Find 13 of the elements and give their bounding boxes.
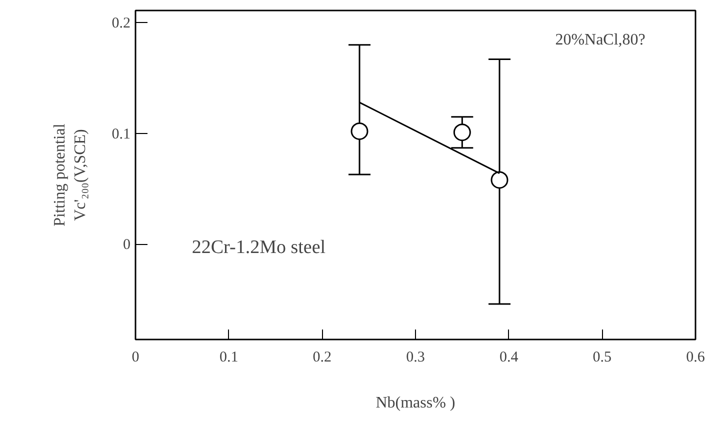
y-tick-label: 0.2	[112, 16, 130, 32]
x-tick-label: 0.1	[219, 350, 238, 366]
annotation: 20%NaCl,80?	[555, 32, 646, 49]
x-tick-label: 0.6	[686, 350, 706, 366]
x-tick-label: 0.3	[406, 350, 425, 366]
x-tick-label: 0.2	[312, 350, 332, 366]
annotation: 22Cr-1.2Mo steel	[192, 236, 326, 258]
x-axis-title: Nb(mass% )	[376, 394, 456, 412]
y-tick-label: 0	[123, 237, 130, 254]
x-tick-label: 0.4	[499, 350, 519, 366]
x-tick-label: 0.5	[592, 350, 612, 366]
y-axis-title: Pitting potential Vc'₂₀₀(V,SCE)	[51, 123, 89, 226]
y-tick-label: 0.1	[112, 126, 130, 142]
